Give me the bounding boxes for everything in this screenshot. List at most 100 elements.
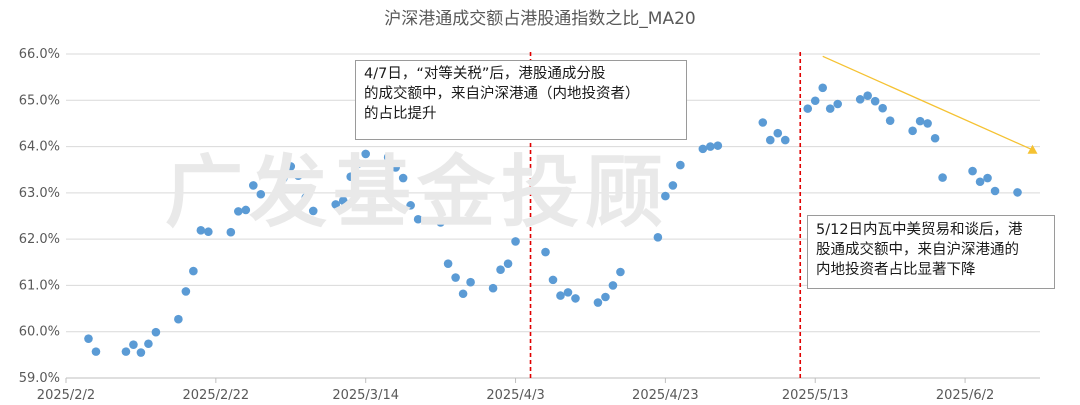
data-point: [503, 259, 513, 268]
y-tick-label: 66.0%: [19, 47, 60, 62]
trend-arrow: [822, 55, 1038, 154]
data-point: [84, 334, 93, 343]
data-point: [616, 267, 625, 277]
data-points: [84, 83, 1022, 357]
y-axis: 59.0% 60.0% 61.0% 62.0% 63.0% 64.0% 65.0% 66.0%: [19, 47, 60, 386]
data-point: [458, 289, 468, 299]
data-point: [308, 206, 318, 216]
data-point: [870, 96, 880, 106]
data-point: [121, 347, 131, 356]
data-point: [968, 166, 977, 176]
data-point: [706, 142, 715, 151]
data-point: [878, 103, 887, 113]
x-axis: 2025/2/2 2025/2/22 2025/3/14 2025/4/3 2025/4…: [37, 378, 994, 403]
y-tick-label: 63.0%: [19, 186, 60, 201]
data-point: [1013, 188, 1022, 197]
data-point: [990, 186, 1000, 196]
data-point: [293, 171, 303, 181]
data-point: [436, 218, 445, 227]
data-point: [855, 95, 865, 104]
data-point: [353, 159, 363, 168]
data-point: [234, 207, 243, 216]
y-tick-label: 59.0%: [19, 371, 60, 386]
data-point: [511, 237, 520, 246]
x-tick-label: 2025/4/23: [632, 388, 699, 403]
data-point: [338, 196, 348, 206]
data-point: [413, 214, 423, 224]
x-tick-label: 2025/6/2: [936, 388, 994, 403]
data-point: [226, 227, 236, 237]
data-point: [301, 193, 311, 202]
data-point: [758, 118, 768, 127]
data-point: [346, 172, 356, 181]
y-tick-label: 65.0%: [19, 93, 60, 108]
x-tick-label: 2025/5/13: [782, 388, 849, 403]
data-point: [803, 104, 813, 113]
data-point: [661, 191, 670, 201]
data-point: [129, 340, 138, 349]
data-point: [189, 266, 198, 276]
data-point: [204, 227, 213, 237]
y-tick-label: 62.0%: [19, 232, 60, 247]
data-point: [818, 83, 828, 93]
annotation-geneva: 5/12日内瓦中美贸易和谈后，港 股通成交额中，来自沪深港通的 内地投资者占比显…: [807, 215, 1055, 289]
data-point: [136, 348, 146, 357]
data-point: [653, 232, 663, 242]
data-point: [144, 339, 153, 349]
data-point: [930, 133, 940, 143]
data-point: [780, 135, 790, 145]
data-point: [713, 141, 723, 150]
data-point: [443, 259, 453, 268]
chart-title: 沪深港通成交额占港股通指数之比_MA20: [384, 9, 695, 29]
data-point: [571, 294, 580, 303]
data-point: [181, 287, 191, 296]
data-point: [256, 189, 266, 199]
data-point: [383, 152, 393, 162]
data-point: [331, 200, 341, 209]
data-point: [466, 277, 475, 287]
data-point: [668, 181, 678, 190]
data-point: [391, 163, 400, 172]
data-point: [91, 347, 101, 356]
data-point: [541, 247, 550, 257]
annotation-tariff: 4/7日，“对等关税”后，港股通成分股 的成交额中，来自沪深港通（内地投资者） …: [355, 60, 687, 140]
data-point: [496, 265, 505, 274]
data-point: [773, 128, 783, 138]
data-point: [249, 181, 258, 190]
data-point: [151, 327, 161, 337]
data-point: [406, 201, 415, 210]
trend-arrowhead: [1027, 144, 1038, 154]
data-point: [563, 288, 573, 297]
data-point: [488, 283, 498, 293]
data-point: [398, 173, 408, 183]
data-point: [608, 281, 618, 290]
x-tick-label: 2025/3/14: [332, 388, 399, 403]
y-tick-label: 60.0%: [19, 325, 60, 340]
data-point: [915, 116, 925, 126]
data-point: [825, 104, 835, 113]
x-tick-label: 2025/2/2: [37, 388, 95, 403]
data-point: [983, 173, 992, 183]
x-tick-label: 2025/2/22: [183, 388, 250, 403]
y-tick-label: 64.0%: [19, 140, 60, 155]
data-point: [765, 135, 775, 145]
data-point: [601, 292, 610, 302]
data-point: [975, 177, 985, 187]
data-point: [278, 174, 288, 183]
data-point: [556, 291, 565, 300]
data-point: [938, 173, 947, 182]
y-tick-label: 61.0%: [19, 278, 60, 293]
data-point: [923, 119, 932, 128]
data-point: [196, 226, 206, 235]
data-point: [548, 275, 558, 285]
data-point: [698, 144, 708, 154]
data-point: [174, 314, 183, 324]
data-point: [676, 160, 685, 170]
data-point: [908, 126, 917, 136]
data-point: [810, 96, 820, 106]
data-point: [241, 205, 251, 215]
x-tick-label: 2025/4/3: [486, 388, 544, 403]
data-point: [833, 99, 843, 109]
data-point: [286, 162, 296, 171]
data-point: [593, 298, 603, 307]
